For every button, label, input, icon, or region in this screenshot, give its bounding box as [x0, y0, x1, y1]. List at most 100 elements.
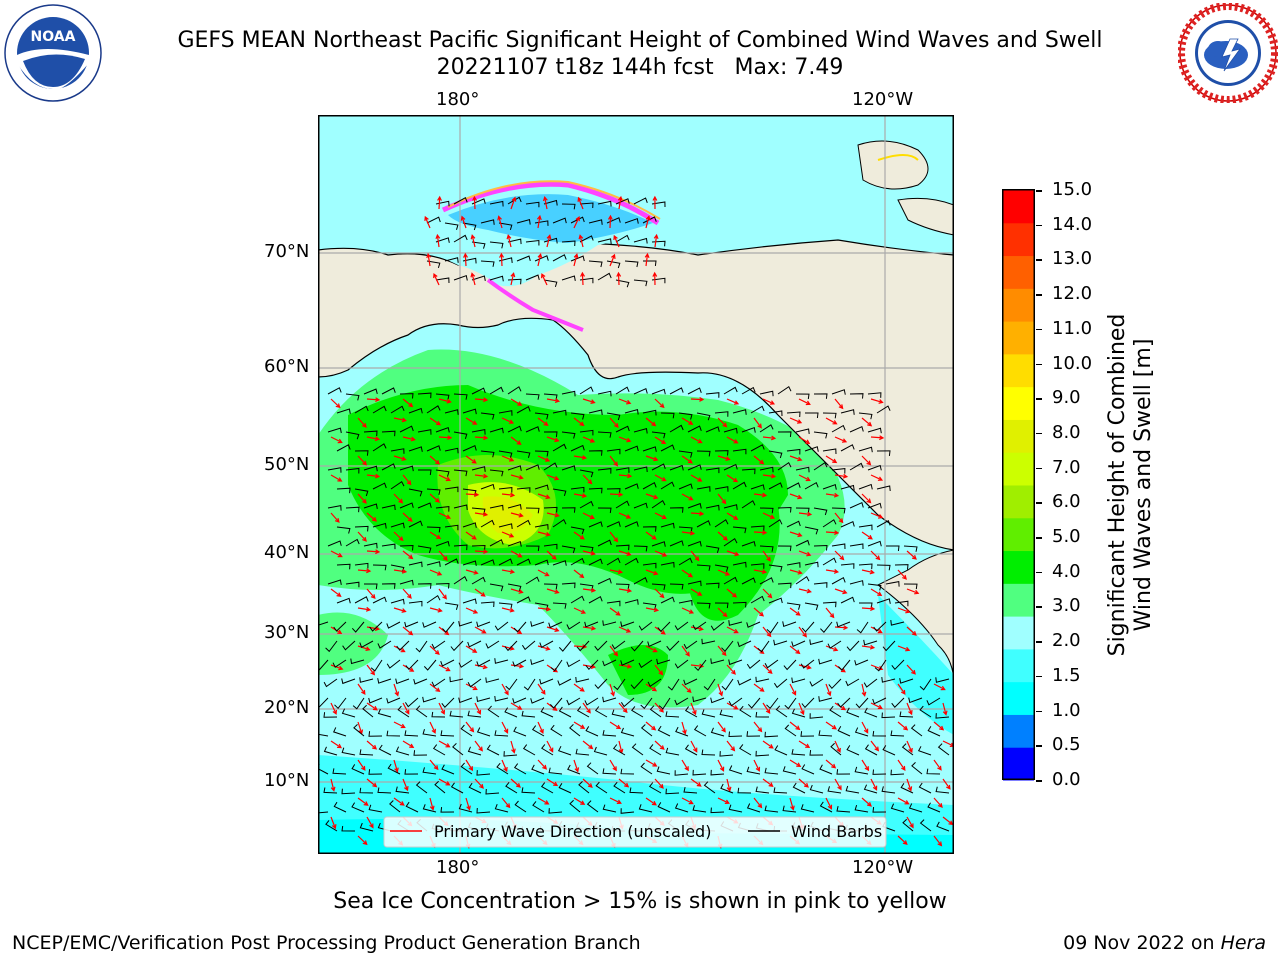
wind-barb [791, 677, 806, 684]
wave-direction-arrow [426, 252, 432, 267]
wind-barb [876, 450, 891, 456]
wind-barb [827, 786, 842, 794]
wave-direction-arrow [402, 436, 416, 442]
wave-direction-arrow [906, 778, 913, 792]
wind-barb [423, 659, 437, 671]
wave-direction-arrow [474, 664, 488, 670]
wave-direction-arrow [402, 626, 414, 636]
wave-direction-arrow [618, 588, 633, 593]
wave-direction-arrow [546, 234, 552, 248]
wind-barb [630, 640, 644, 652]
wind-barb [831, 507, 846, 514]
wind-barb [809, 750, 824, 756]
wind-barb [651, 583, 666, 591]
lat-label-70n: 70°N [264, 241, 310, 262]
wind-barb [642, 446, 657, 452]
wind-barb [570, 486, 585, 493]
wave-direction-arrow [438, 778, 451, 786]
wind-barb [462, 560, 477, 566]
colorbar-title-line2: Wind Waves and Swell [m] [1131, 338, 1156, 632]
wind-barb [849, 462, 864, 471]
wave-direction-arrow [438, 474, 451, 482]
wind-barb [318, 733, 329, 737]
wind-barb [696, 520, 711, 528]
wind-barb [784, 724, 797, 737]
wind-barb [705, 545, 720, 554]
wave-direction-arrow [681, 569, 694, 578]
wave-direction-arrow [717, 417, 728, 428]
wind-barb [541, 744, 554, 756]
wave-direction-arrow [933, 759, 942, 771]
wind-barb [801, 621, 815, 633]
wave-direction-arrow [366, 816, 374, 829]
wind-barb [597, 431, 612, 438]
wave-direction-arrow [438, 664, 451, 672]
wind-barb [557, 745, 572, 756]
wind-barb [710, 658, 725, 665]
wind-barb [805, 412, 819, 419]
wave-direction-arrow [474, 473, 489, 479]
wave-direction-arrow [474, 511, 489, 517]
wave-direction-arrow [789, 797, 795, 811]
wave-direction-arrow [366, 473, 381, 479]
wind-barb [649, 744, 662, 756]
wind-barb [498, 558, 513, 566]
wind-barb [849, 502, 864, 509]
colorbar-tick-mark [1036, 190, 1042, 192]
colorbar-tick-mark [1036, 328, 1042, 331]
wind-barb [728, 804, 743, 813]
wind-barb [444, 222, 459, 230]
wind-barb [539, 640, 554, 649]
wave-direction-arrow [681, 683, 692, 694]
wave-direction-arrow [573, 417, 585, 427]
wind-barb [426, 405, 441, 414]
wind-barb [327, 540, 342, 547]
wind-barb [705, 504, 720, 511]
wind-barb [858, 412, 873, 420]
wind-barb [588, 409, 603, 416]
wind-barb [620, 697, 635, 708]
wind-barb [543, 393, 558, 400]
wind-barb [813, 393, 828, 399]
wind-barb [386, 659, 401, 669]
wind-barb [714, 519, 729, 528]
wave-direction-arrow [497, 215, 503, 229]
wind-barb [831, 576, 846, 585]
wind-barb [353, 724, 365, 737]
wind-barb [525, 426, 540, 433]
wind-barb [468, 782, 482, 794]
wave-direction-arrow [654, 512, 667, 520]
wind-barb [900, 783, 914, 794]
wind-barb [462, 257, 477, 264]
wave-direction-arrow [906, 664, 916, 675]
wind-barb [809, 678, 824, 687]
wind-barb [381, 430, 396, 437]
wind-barb [516, 519, 531, 528]
wind-barb [480, 519, 495, 528]
wave-direction-arrow [861, 417, 873, 427]
wind-barb [516, 450, 531, 458]
wind-barb [514, 800, 527, 813]
wind-barb [516, 405, 531, 414]
wind-barb [818, 696, 833, 702]
wave-direction-arrow [897, 721, 909, 731]
wind-barb [450, 782, 464, 794]
wind-barb [426, 561, 441, 567]
wind-barb [615, 500, 630, 509]
wind-barb [858, 563, 873, 570]
lon-label-top-120w: 120°W [852, 89, 914, 110]
wave-direction-arrow [861, 759, 870, 772]
wind-barb [543, 279, 558, 288]
wind-barb [768, 410, 783, 417]
wave-direction-arrow [870, 435, 885, 441]
wind-barb [426, 594, 441, 604]
wind-barb [576, 640, 590, 652]
wind-barb [399, 502, 414, 509]
wind-barb [660, 596, 675, 604]
wave-direction-arrow [393, 568, 408, 574]
wind-barb [886, 545, 900, 552]
wind-barb [408, 600, 423, 607]
wind-barb [674, 770, 689, 776]
wind-barb [721, 640, 734, 652]
wind-barb [800, 731, 815, 737]
